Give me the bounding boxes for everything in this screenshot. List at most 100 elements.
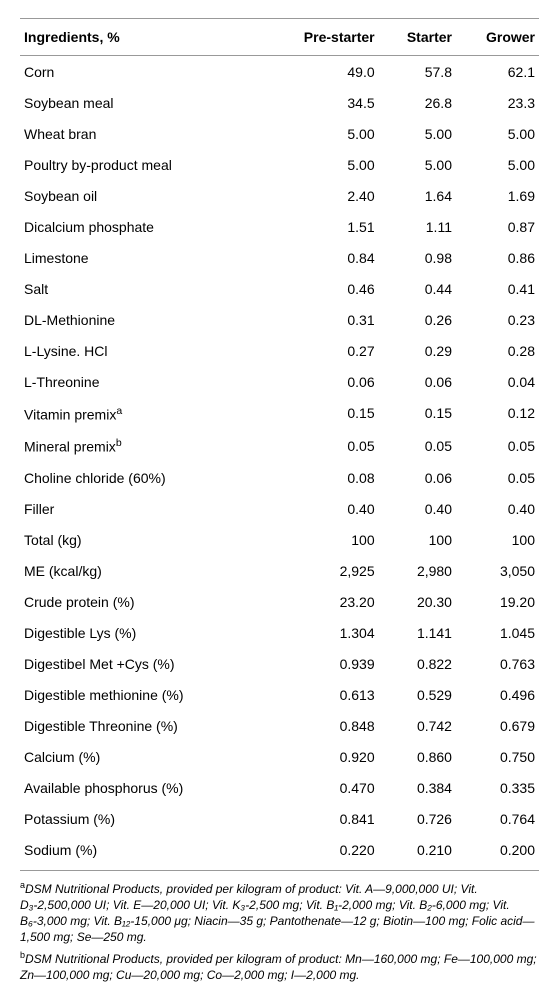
- cell-value: 5.00: [456, 118, 539, 149]
- cell-value: 0.200: [456, 834, 539, 870]
- cell-value: 0.841: [264, 803, 379, 834]
- cell-value: 26.8: [379, 87, 456, 118]
- ingredient-label: Poultry by-product meal: [20, 149, 264, 180]
- cell-value: 0.15: [264, 397, 379, 430]
- table-row: Digestible methionine (%)0.6130.5290.496: [20, 679, 539, 710]
- table-row: Corn49.057.862.1: [20, 56, 539, 88]
- cell-value: 0.06: [379, 462, 456, 493]
- ingredient-label: Crude protein (%): [20, 586, 264, 617]
- ingredient-label: Salt: [20, 273, 264, 304]
- col-header-grower: Grower: [456, 19, 539, 56]
- cell-value: 1.11: [379, 211, 456, 242]
- ingredient-label: Soybean oil: [20, 180, 264, 211]
- cell-value: 0.742: [379, 710, 456, 741]
- cell-value: 0.31: [264, 304, 379, 335]
- table-row: Calcium (%)0.9200.8600.750: [20, 741, 539, 772]
- ingredient-label: Dicalcium phosphate: [20, 211, 264, 242]
- cell-value: 19.20: [456, 586, 539, 617]
- ingredient-label: Potassium (%): [20, 803, 264, 834]
- ingredient-label: Digestible Lys (%): [20, 617, 264, 648]
- table-row: Mineral premixb0.050.050.05: [20, 430, 539, 463]
- table-row: DL-Methionine0.310.260.23: [20, 304, 539, 335]
- table-row: Total (kg)100100100: [20, 524, 539, 555]
- cell-value: 2.40: [264, 180, 379, 211]
- cell-value: 0.384: [379, 772, 456, 803]
- cell-value: 49.0: [264, 56, 379, 88]
- cell-value: 57.8: [379, 56, 456, 88]
- cell-value: 0.15: [379, 397, 456, 430]
- table-row: Soybean meal34.526.823.3: [20, 87, 539, 118]
- table-row: Available phosphorus (%)0.4700.3840.335: [20, 772, 539, 803]
- cell-value: 23.3: [456, 87, 539, 118]
- cell-value: 0.05: [264, 430, 379, 463]
- cell-value: 23.20: [264, 586, 379, 617]
- cell-value: 5.00: [379, 149, 456, 180]
- cell-value: 0.06: [379, 366, 456, 397]
- cell-value: 100: [264, 524, 379, 555]
- ingredient-label: Soybean meal: [20, 87, 264, 118]
- cell-value: 0.726: [379, 803, 456, 834]
- ingredient-label: Calcium (%): [20, 741, 264, 772]
- cell-value: 0.822: [379, 648, 456, 679]
- cell-value: 0.05: [379, 430, 456, 463]
- cell-value: 0.05: [456, 462, 539, 493]
- ingredient-label: Wheat bran: [20, 118, 264, 149]
- table-row: Wheat bran5.005.005.00: [20, 118, 539, 149]
- cell-value: 0.529: [379, 679, 456, 710]
- footnote-b: bDSM Nutritional Products, provided per …: [20, 949, 539, 983]
- cell-value: 0.41: [456, 273, 539, 304]
- ingredient-label: Limestone: [20, 242, 264, 273]
- cell-value: 1.304: [264, 617, 379, 648]
- table-row: Digestibel Met +Cys (%)0.9390.8220.763: [20, 648, 539, 679]
- ingredient-label: Choline chloride (60%): [20, 462, 264, 493]
- table-body: Corn49.057.862.1Soybean meal34.526.823.3…: [20, 56, 539, 871]
- cell-value: 0.08: [264, 462, 379, 493]
- ingredient-label: Available phosphorus (%): [20, 772, 264, 803]
- cell-value: 0.470: [264, 772, 379, 803]
- cell-value: 100: [379, 524, 456, 555]
- table-row: Potassium (%)0.8410.7260.764: [20, 803, 539, 834]
- cell-value: 0.04: [456, 366, 539, 397]
- ingredient-label: Vitamin premixa: [20, 397, 264, 430]
- ingredient-label: Sodium (%): [20, 834, 264, 870]
- ingredient-label: Total (kg): [20, 524, 264, 555]
- table-row: Choline chloride (60%)0.080.060.05: [20, 462, 539, 493]
- table-row: L-Threonine0.060.060.04: [20, 366, 539, 397]
- cell-value: 2,980: [379, 555, 456, 586]
- col-header-starter: Starter: [379, 19, 456, 56]
- cell-value: 0.46: [264, 273, 379, 304]
- cell-value: 0.98: [379, 242, 456, 273]
- table-row: Poultry by-product meal5.005.005.00: [20, 149, 539, 180]
- cell-value: 1.69: [456, 180, 539, 211]
- ingredient-label: ME (kcal/kg): [20, 555, 264, 586]
- cell-value: 0.220: [264, 834, 379, 870]
- cell-value: 0.84: [264, 242, 379, 273]
- ingredient-label: Mineral premixb: [20, 430, 264, 463]
- cell-value: 0.44: [379, 273, 456, 304]
- cell-value: 0.87: [456, 211, 539, 242]
- ingredient-label: Digestibel Met +Cys (%): [20, 648, 264, 679]
- cell-value: 0.496: [456, 679, 539, 710]
- ingredient-label: Filler: [20, 493, 264, 524]
- ingredient-label: L-Threonine: [20, 366, 264, 397]
- cell-value: 0.23: [456, 304, 539, 335]
- ingredient-label: L-Lysine. HCl: [20, 335, 264, 366]
- table-row: L-Lysine. HCl0.270.290.28: [20, 335, 539, 366]
- cell-value: 0.12: [456, 397, 539, 430]
- cell-value: 0.27: [264, 335, 379, 366]
- table-row: Dicalcium phosphate1.511.110.87: [20, 211, 539, 242]
- cell-value: 0.860: [379, 741, 456, 772]
- cell-value: 0.764: [456, 803, 539, 834]
- cell-value: 0.86: [456, 242, 539, 273]
- table-row: Limestone0.840.980.86: [20, 242, 539, 273]
- cell-value: 100: [456, 524, 539, 555]
- cell-value: 5.00: [264, 118, 379, 149]
- col-header-prestarter: Pre-starter: [264, 19, 379, 56]
- table-row: ME (kcal/kg)2,9252,9803,050: [20, 555, 539, 586]
- cell-value: 5.00: [379, 118, 456, 149]
- cell-value: 5.00: [264, 149, 379, 180]
- cell-value: 34.5: [264, 87, 379, 118]
- cell-value: 0.06: [264, 366, 379, 397]
- cell-value: 20.30: [379, 586, 456, 617]
- cell-value: 3,050: [456, 555, 539, 586]
